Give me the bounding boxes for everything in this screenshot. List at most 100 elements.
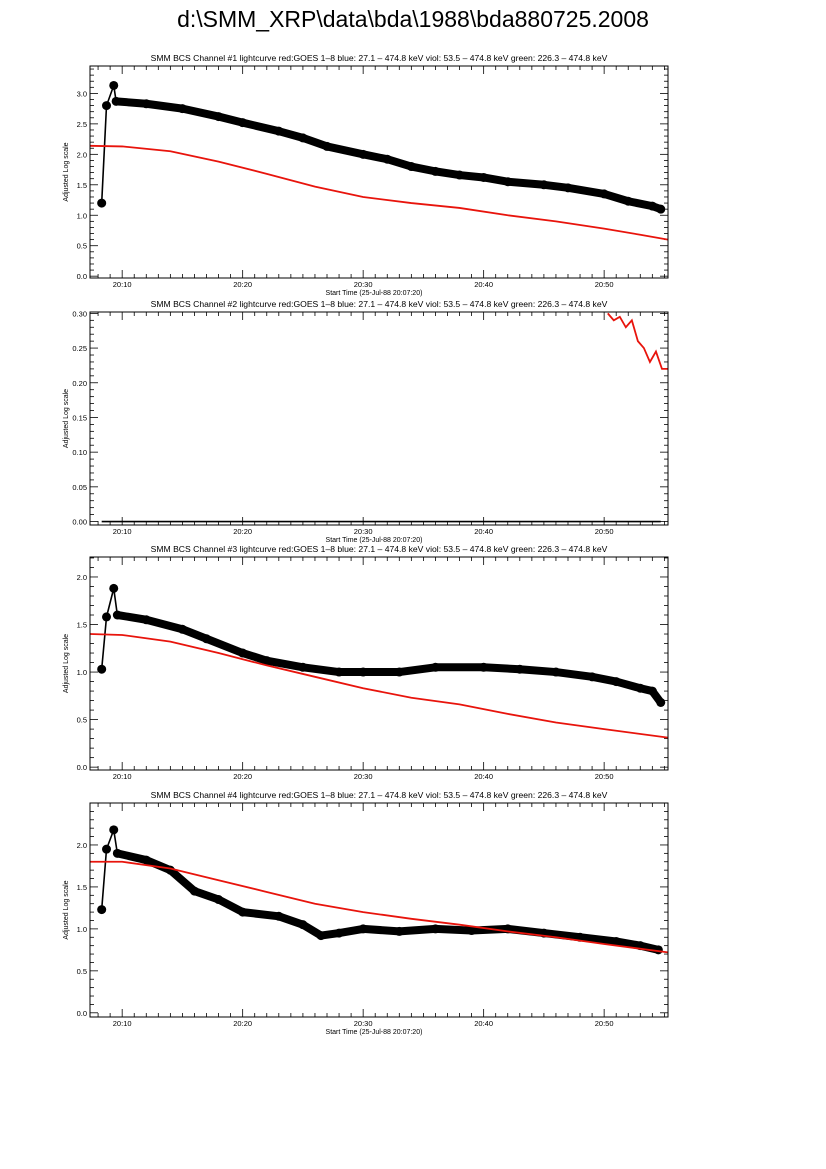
data-point (647, 201, 657, 211)
y-tick-label: 0.20 (72, 379, 87, 388)
x-tick-label: 20:30 (354, 280, 373, 289)
x-tick-label: 20:30 (354, 1019, 373, 1028)
y-tick-label: 2.5 (77, 120, 87, 129)
data-point (334, 928, 344, 938)
y-tick-label: 0.25 (72, 344, 87, 353)
y-tick-label: 0.10 (72, 448, 87, 457)
x-tick-label: 20:40 (474, 1019, 493, 1028)
plot-area (90, 825, 668, 955)
y-tick-label: 1.0 (77, 925, 87, 934)
data-point (623, 196, 633, 206)
y-tick-label: 2.0 (77, 573, 87, 582)
data-point (112, 848, 122, 858)
y-tick-label: 0.0 (77, 1009, 87, 1018)
data-point (141, 99, 151, 109)
y-tick-label: 1.0 (77, 668, 87, 677)
data-point (656, 697, 666, 707)
chart-title: SMM BCS Channel #3 lightcurve red:GOES 1… (151, 544, 608, 554)
data-point (358, 924, 368, 934)
x-tick-label: 20:50 (595, 1019, 614, 1028)
data-point (334, 667, 344, 677)
series-line-bcs-channel (100, 588, 662, 703)
data-point (587, 672, 597, 682)
data-point (177, 104, 187, 114)
data-point (97, 198, 107, 208)
data-point (177, 624, 187, 634)
x-tick-label: 20:40 (474, 772, 493, 781)
data-point (202, 634, 212, 644)
y-tick-label: 2.0 (77, 841, 87, 850)
data-point (274, 126, 284, 136)
data-point (430, 662, 440, 672)
data-point (647, 686, 657, 696)
data-point (394, 926, 404, 936)
data-point (406, 162, 416, 172)
x-tick-label: 20:50 (595, 772, 614, 781)
data-point (539, 180, 549, 190)
y-tick-label: 1.5 (77, 883, 87, 892)
y-axis-label: Adjusted Log scale (63, 389, 70, 448)
series-line-goes-1-8 (607, 312, 668, 370)
series-line-goes-1-8 (90, 633, 668, 739)
data-point (430, 924, 440, 934)
y-tick-label: 3.0 (77, 89, 87, 98)
data-point (382, 154, 392, 164)
x-tick-label: 20:10 (113, 1019, 132, 1028)
x-tick-label: 20:40 (474, 527, 493, 536)
data-point (97, 664, 107, 674)
x-axis-label: Start Time (25-Jul-88 20:07:20) (326, 1029, 423, 1036)
data-point (656, 204, 666, 214)
data-point (358, 667, 368, 677)
data-point (214, 112, 224, 122)
x-axis-label: Start Time (25-Jul-88 20:07:20) (326, 290, 423, 297)
data-point (611, 936, 621, 946)
chart-panel-2: SMM BCS Channel #2 lightcurve red:GOES 1… (63, 299, 669, 544)
x-tick-label: 20:40 (474, 280, 493, 289)
data-point (189, 886, 199, 896)
data-point (479, 172, 489, 182)
data-point (274, 911, 284, 921)
data-point (214, 895, 224, 905)
y-tick-label: 0.5 (77, 967, 87, 976)
y-axis-label: Adjusted Log scale (63, 880, 70, 939)
data-point (467, 926, 477, 936)
data-point (109, 825, 119, 835)
x-tick-label: 20:20 (233, 1019, 252, 1028)
data-point (394, 667, 404, 677)
data-point (298, 920, 308, 930)
plot-frame (89, 311, 669, 526)
data-point (262, 656, 272, 666)
series-line-goes-1-8 (90, 860, 668, 954)
page-title: d:\SMM_XRP\data\bda\1988\bda880725.2008 (177, 6, 649, 32)
y-axis-label: Adjusted Log scale (63, 634, 70, 693)
y-tick-label: 1.0 (77, 211, 87, 220)
data-point (238, 907, 248, 917)
y-tick-label: 0.0 (77, 272, 87, 281)
chart-title: SMM BCS Channel #2 lightcurve red:GOES 1… (151, 299, 608, 309)
data-point (479, 662, 489, 672)
data-point (599, 189, 609, 199)
chart-title: SMM BCS Channel #4 lightcurve red:GOES 1… (151, 790, 608, 800)
plot-frame (89, 65, 669, 279)
x-tick-label: 20:30 (354, 527, 373, 536)
x-axis-label: Start Time (25-Jul-88 20:07:20) (326, 537, 423, 544)
data-point (503, 177, 513, 187)
x-tick-label: 20:10 (113, 280, 132, 289)
x-tick-label: 20:50 (595, 527, 614, 536)
series-band-bcs-channel (113, 611, 665, 707)
series-line-goes-1-8 (90, 144, 668, 241)
data-point (430, 166, 440, 176)
data-point (238, 118, 248, 128)
data-point (563, 183, 573, 193)
data-point (141, 855, 151, 865)
data-point (316, 931, 326, 941)
x-tick-label: 20:20 (233, 280, 252, 289)
x-tick-label: 20:10 (113, 527, 132, 536)
y-axis-label: Adjusted Log scale (63, 142, 70, 201)
series-line-bcs-channel (100, 85, 662, 210)
data-point (298, 133, 308, 143)
y-tick-label: 0.00 (72, 518, 87, 527)
data-point (97, 905, 107, 915)
chart-panel-3: SMM BCS Channel #3 lightcurve red:GOES 1… (63, 544, 669, 781)
